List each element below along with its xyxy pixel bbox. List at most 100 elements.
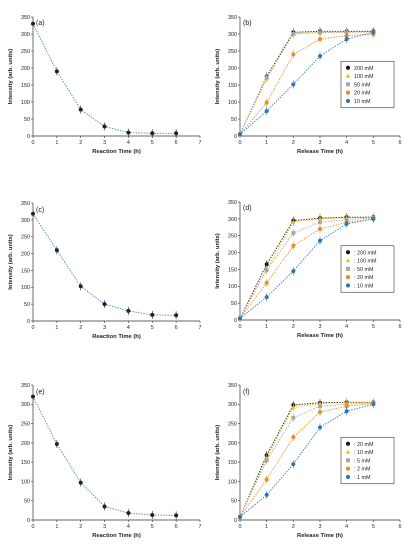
y-tick-label: 0	[234, 518, 237, 524]
y-axis-title: Intensity (arb. units)	[215, 233, 221, 288]
y-tick-label: 350	[228, 200, 237, 206]
y-tick-label: 150	[21, 83, 30, 89]
legend-entry: : 100 mM	[354, 259, 377, 265]
x-tick-label: 4	[345, 140, 348, 146]
y-tick-label: 300	[228, 402, 237, 408]
x-tick-label: 3	[319, 524, 322, 530]
legend-marker	[345, 90, 351, 95]
y-tick-label: 250	[228, 49, 237, 55]
y-tick-label: 200	[21, 251, 30, 257]
legend: : 200 mM: 100 mM: 50 mM: 20 mM: 10 mM	[340, 245, 395, 293]
x-tick-label: 5	[151, 325, 154, 331]
data-point	[344, 404, 349, 409]
series-line	[239, 403, 374, 518]
series-line	[239, 218, 374, 319]
x-tick-label: 0	[239, 140, 242, 146]
data-point	[318, 54, 322, 59]
series-line	[32, 213, 177, 316]
x-tick-label: 7	[199, 140, 202, 146]
data-point	[371, 402, 376, 407]
legend-entry: 200 mM	[354, 66, 374, 72]
series-0	[31, 394, 179, 520]
y-tick-label: 200	[228, 250, 237, 256]
y-tick-label: 150	[21, 460, 30, 466]
data-point	[291, 405, 296, 409]
y-tick-label: 0	[234, 134, 237, 140]
legend-entry: 20 mM	[354, 91, 371, 97]
y-tick-label: 350	[21, 383, 30, 389]
legend-entry: 10 mM	[354, 99, 371, 105]
x-tick-label: 5	[151, 140, 154, 146]
y-tick-label: 350	[228, 383, 237, 389]
x-tick-label: 5	[372, 324, 375, 330]
legend-marker	[345, 283, 351, 288]
y-tick-label: 250	[21, 49, 30, 55]
y-tick-label: 150	[21, 268, 30, 274]
legend-marker	[345, 65, 351, 70]
x-axis-title: Release Time (h)	[297, 533, 343, 539]
series-4	[238, 214, 376, 321]
data-point	[371, 30, 376, 35]
y-tick-label: 100	[228, 284, 237, 290]
data-point	[238, 514, 242, 519]
x-tick-label: 3	[103, 325, 106, 331]
y-tick-label: 300	[21, 402, 30, 408]
legend-marker	[345, 258, 351, 263]
data-point	[174, 313, 179, 318]
series-line	[32, 396, 177, 516]
y-tick-label: 50	[24, 499, 30, 505]
legend-marker	[345, 73, 351, 78]
legend-entry: : 20 mM	[354, 442, 374, 448]
x-tick-label: 4	[345, 524, 348, 530]
chart-panel-d: 0 50 100 150 200 250 300 350 0 1 2 3 4 5 6 Release Time…	[215, 200, 402, 339]
x-tick-label: 0	[32, 524, 35, 530]
x-tick-label: 0	[239, 524, 242, 530]
x-axis-title: Release Time (h)	[297, 333, 343, 339]
data-point	[371, 216, 376, 221]
x-tick-label: 6	[399, 324, 402, 330]
data-point	[31, 394, 35, 399]
data-point	[238, 132, 242, 137]
chart-panel-b: 0 50 100 150 200 250 300 350 0 1 2 3 4 5 6 Release Time…	[215, 15, 402, 155]
series-line	[239, 30, 374, 135]
data-point	[291, 32, 296, 36]
panel-label: (d)	[243, 205, 252, 212]
y-tick-label: 200	[21, 441, 30, 447]
legend: : 20 mM: 10 mM: 5 mM: 2 mM: 1 mM	[340, 436, 395, 485]
data-point	[54, 442, 59, 447]
chart-panel-a: 0 50 100 150 200 250 300 350 0 1 2 3 4 5 6 7 Reaction Ti…	[8, 15, 202, 155]
data-point	[318, 30, 322, 35]
data-point	[318, 226, 322, 231]
y-tick-label: 350	[21, 15, 30, 21]
legend-marker	[345, 98, 351, 104]
series-line	[239, 403, 374, 518]
panel-label: (c)	[36, 207, 44, 214]
y-tick-label: 150	[228, 267, 237, 273]
series-4	[238, 28, 376, 137]
series-line	[239, 401, 374, 518]
data-point	[150, 131, 155, 136]
x-tick-label: 2	[79, 325, 82, 331]
y-axis-title: Intensity (arb. units)	[8, 49, 14, 104]
x-tick-label: 4	[127, 524, 130, 530]
legend-entry: : 5 mM	[354, 458, 371, 464]
data-point	[318, 404, 322, 409]
y-tick-label: 50	[231, 301, 237, 307]
chart-panel-f: 0 50 100 150 200 250 300 350 0 1 2 3 4 5 6 Release Time…	[215, 383, 402, 539]
x-axis-title: Release Time (h)	[297, 149, 343, 155]
y-tick-label: 50	[24, 302, 30, 308]
legend-entry: 100 mM	[354, 74, 374, 80]
data-point	[126, 511, 131, 516]
data-point	[54, 248, 59, 253]
x-tick-label: 6	[175, 140, 178, 146]
legend-entry: : 50 mM	[354, 267, 374, 273]
data-point	[318, 220, 322, 225]
data-point	[291, 219, 296, 224]
series-0	[31, 21, 179, 138]
data-point	[264, 295, 269, 300]
data-point	[264, 280, 269, 285]
x-tick-label: 1	[265, 524, 268, 530]
data-point	[318, 37, 322, 42]
data-point	[291, 82, 296, 87]
data-point	[291, 269, 296, 274]
